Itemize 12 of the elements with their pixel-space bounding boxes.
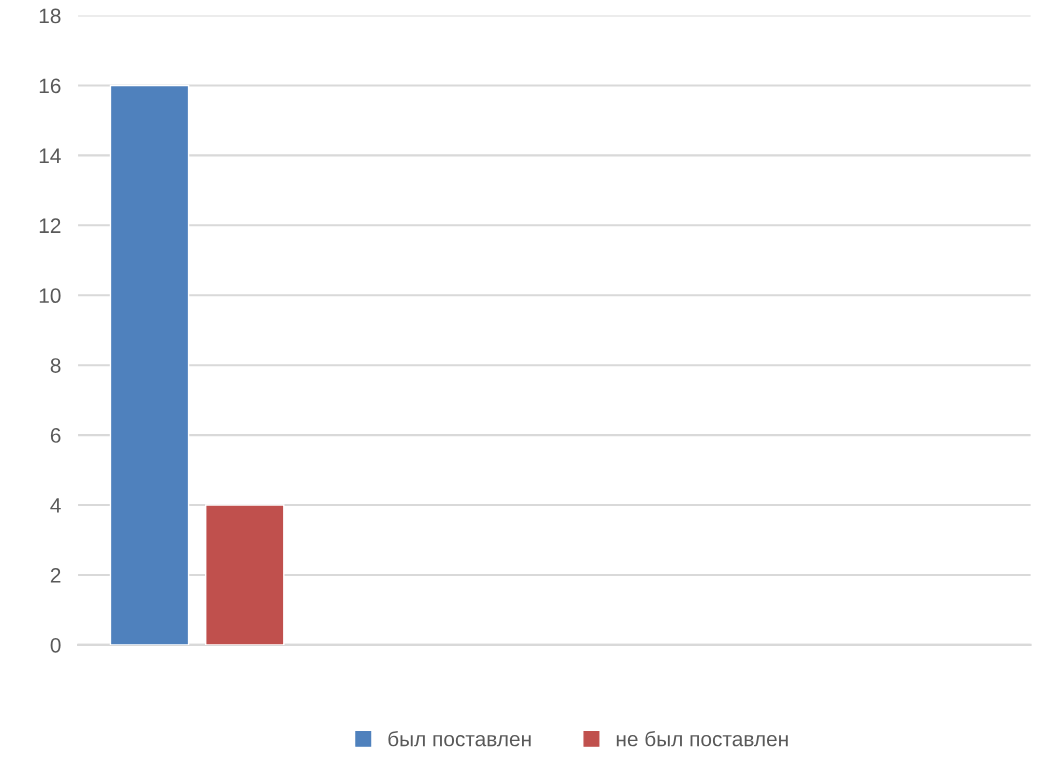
y-tick-label: 4 <box>50 498 61 513</box>
y-tick-label: 2 <box>50 567 61 583</box>
y-tick-label: 6 <box>50 428 61 443</box>
y-tick-label: 18 <box>39 8 61 24</box>
y-tick-label: 10 <box>39 288 61 304</box>
y-tick-label: 0 <box>50 637 61 653</box>
y-tick-label: 16 <box>39 78 61 94</box>
y-tick-label: 8 <box>50 358 61 373</box>
y-tick-label: 12 <box>39 218 61 233</box>
legend-label: был поставлен <box>388 730 531 747</box>
legend-label: не был поставлен <box>616 730 788 747</box>
y-tick-label: 14 <box>39 148 61 163</box>
